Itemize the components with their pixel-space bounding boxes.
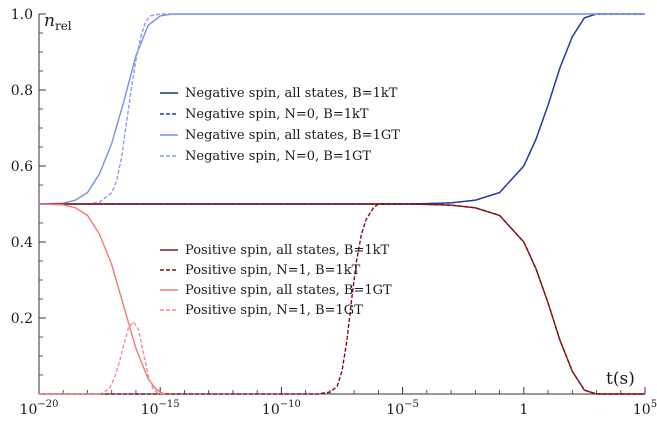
legend-label-4: Negative spin, N=0, B=1GT [185,149,371,164]
x-tick-label: 10−20 [20,399,59,418]
y-axis-label: nrel [44,11,72,33]
y-tick-label: 0.4 [11,235,33,251]
y-tick-label: 0.6 [11,159,33,175]
series-line-2 [39,13,645,205]
series-lines [38,13,645,395]
legend: Negative spin, all states, B=1kT Negative… [160,86,400,318]
legend-label-6: Positive spin, N=1, B=1kT [185,263,361,278]
axes: 0.2 0.4 0.6 0.8 1.0 10−20 10−15 10−10 10−5 1 105 [11,7,657,418]
legend-label-1: Negative spin, all states, B=1kT [185,86,398,101]
x-tick-label: 1 [519,402,528,418]
series-line-8 [39,321,163,395]
y-tick-label: 1.0 [11,7,33,23]
x-tick-label: 10−5 [386,399,419,418]
y-tick-label: 0.8 [11,83,33,99]
legend-label-2: Negative spin, N=0, B=1kT [185,107,369,122]
legend-label-7: Positive spin, all states, B=1GT [185,283,392,298]
legend-label-8: Positive spin, N=1, B=1GT [185,303,363,318]
y-axis-label-main: n [44,11,55,31]
x-tick-label: 10−15 [141,399,180,418]
series-line-6 [39,203,645,395]
x-tick-label: 10−10 [262,399,301,418]
series-line-7 [38,203,166,395]
legend-label-5: Positive spin, all states, B=1kT [185,243,390,258]
y-axis-label-sub: rel [55,19,72,33]
series-line-3 [38,13,645,205]
legend-label-3: Negative spin, all states, B=1GT [185,128,400,143]
y-tick-label: 0.2 [11,311,33,327]
series-line-4 [39,13,645,205]
x-tick-label: 105 [633,399,657,418]
series-line-5 [39,203,645,395]
x-axis-label: t(s) [606,369,635,389]
